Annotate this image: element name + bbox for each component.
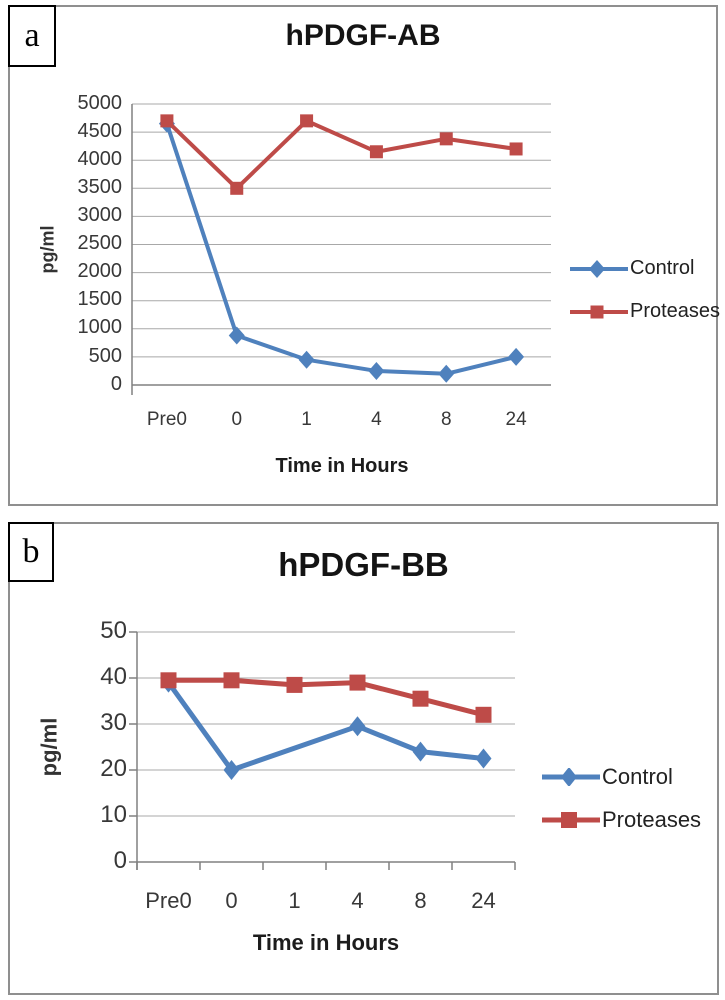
legend-marker-control-icon — [589, 259, 605, 278]
y-tick-label: 1500 — [77, 288, 123, 311]
legend-item-proteases: Proteases — [542, 807, 701, 833]
y-tick-label: 500 — [88, 344, 122, 367]
y-tick-label: 40 — [100, 663, 127, 691]
y-tick-label: 2000 — [77, 260, 123, 283]
x-category-label: 1 — [288, 888, 301, 913]
legend-b: Control Proteases — [542, 764, 701, 833]
x-category-label: 8 — [440, 409, 452, 430]
series-line-control — [164, 121, 519, 376]
marker-proteases-icon — [160, 672, 177, 689]
legend-item-proteases: Proteases — [570, 300, 720, 323]
x-category-label: Pre0 — [146, 409, 187, 430]
chart-title-a: hPDGF-AB — [285, 19, 441, 52]
control-line-marker-icon — [542, 768, 600, 786]
y-tick-label: 3000 — [77, 204, 123, 226]
marker-control-icon — [223, 760, 240, 780]
proteases-line-marker-icon — [570, 305, 628, 318]
legend-marker-proteases-icon — [561, 812, 577, 828]
legend-item-control: Control — [570, 257, 720, 280]
marker-control-icon — [368, 361, 385, 380]
marker-proteases-icon — [509, 142, 523, 156]
y-tick-label: 5000 — [77, 91, 123, 114]
y-tick-label: 2500 — [77, 232, 123, 255]
chart-plot-area-a — [131, 103, 551, 395]
chart-plot-area-b — [129, 631, 516, 870]
y-tick-label: 1000 — [77, 316, 123, 339]
x-category-label: 1 — [301, 409, 312, 430]
marker-proteases-icon — [439, 132, 453, 146]
marker-proteases-icon — [369, 145, 383, 159]
legend-marker-proteases-icon — [590, 305, 604, 318]
x-category-label: 4 — [371, 409, 382, 430]
x-category-label: 0 — [225, 888, 238, 913]
marker-proteases-icon — [286, 676, 303, 693]
panel-b: b hPDGF-BB pg/ml 0 10 20 30 40 50 Pre0 0 1 4 8 24 … — [8, 522, 719, 995]
marker-control-icon — [438, 364, 455, 383]
series-line-proteases — [166, 677, 486, 718]
legend-label-control: Control — [602, 764, 673, 789]
marker-control-icon — [475, 748, 492, 769]
marker-proteases-icon — [475, 706, 492, 723]
marker-proteases-icon — [300, 114, 314, 128]
panel-letter-a: a — [8, 5, 56, 67]
marker-proteases-icon — [160, 114, 174, 128]
series-line-proteases — [164, 118, 519, 191]
y-tick-label: 4000 — [77, 147, 123, 170]
y-tick-label: 0 — [113, 847, 127, 875]
y-tick-label: 3500 — [77, 175, 123, 198]
marker-proteases-icon — [223, 672, 240, 689]
x-category-label: 4 — [351, 888, 364, 913]
proteases-line-marker-icon — [542, 812, 600, 828]
series-line-control — [166, 680, 486, 773]
panel-letter-b: b — [8, 522, 54, 582]
legend-a: Control Proteases — [570, 257, 720, 323]
chart-title-b: hPDGF-BB — [278, 546, 449, 583]
legend-marker-control-icon — [561, 768, 577, 786]
x-category-label: 24 — [471, 888, 496, 913]
y-tick-label: 0 — [110, 372, 122, 395]
marker-proteases-icon — [230, 181, 244, 195]
x-category-label: 0 — [231, 409, 243, 430]
marker-control-icon — [298, 350, 315, 369]
marker-control-icon — [228, 326, 245, 345]
marker-control-icon — [349, 716, 366, 737]
y-tick-label: 20 — [100, 755, 127, 783]
legend-label-proteases: Proteases — [630, 300, 721, 322]
marker-proteases-icon — [349, 674, 366, 691]
y-tick-label: 50 — [100, 617, 127, 645]
marker-control-icon — [508, 347, 525, 366]
panel-a: a hPDGF-AB pg/ml 0 500 1000 1500 2000 2500 300… — [8, 5, 720, 506]
x-axis-title-b: Time in Hours — [252, 930, 400, 955]
control-line-marker-icon — [570, 259, 628, 278]
marker-control-icon — [412, 741, 429, 762]
x-axis-title-a: Time in Hours — [275, 455, 409, 477]
legend-label-control: Control — [630, 257, 695, 279]
y-tick-label: 30 — [100, 709, 127, 737]
x-category-label: 8 — [414, 888, 427, 913]
x-category-label: 24 — [505, 409, 527, 430]
y-tick-label: 4500 — [77, 119, 123, 142]
x-category-label: Pre0 — [145, 888, 192, 913]
legend-label-proteases: Proteases — [602, 807, 702, 832]
legend-item-control: Control — [542, 764, 701, 790]
marker-proteases-icon — [412, 690, 429, 707]
y-tick-label: 10 — [100, 801, 127, 829]
